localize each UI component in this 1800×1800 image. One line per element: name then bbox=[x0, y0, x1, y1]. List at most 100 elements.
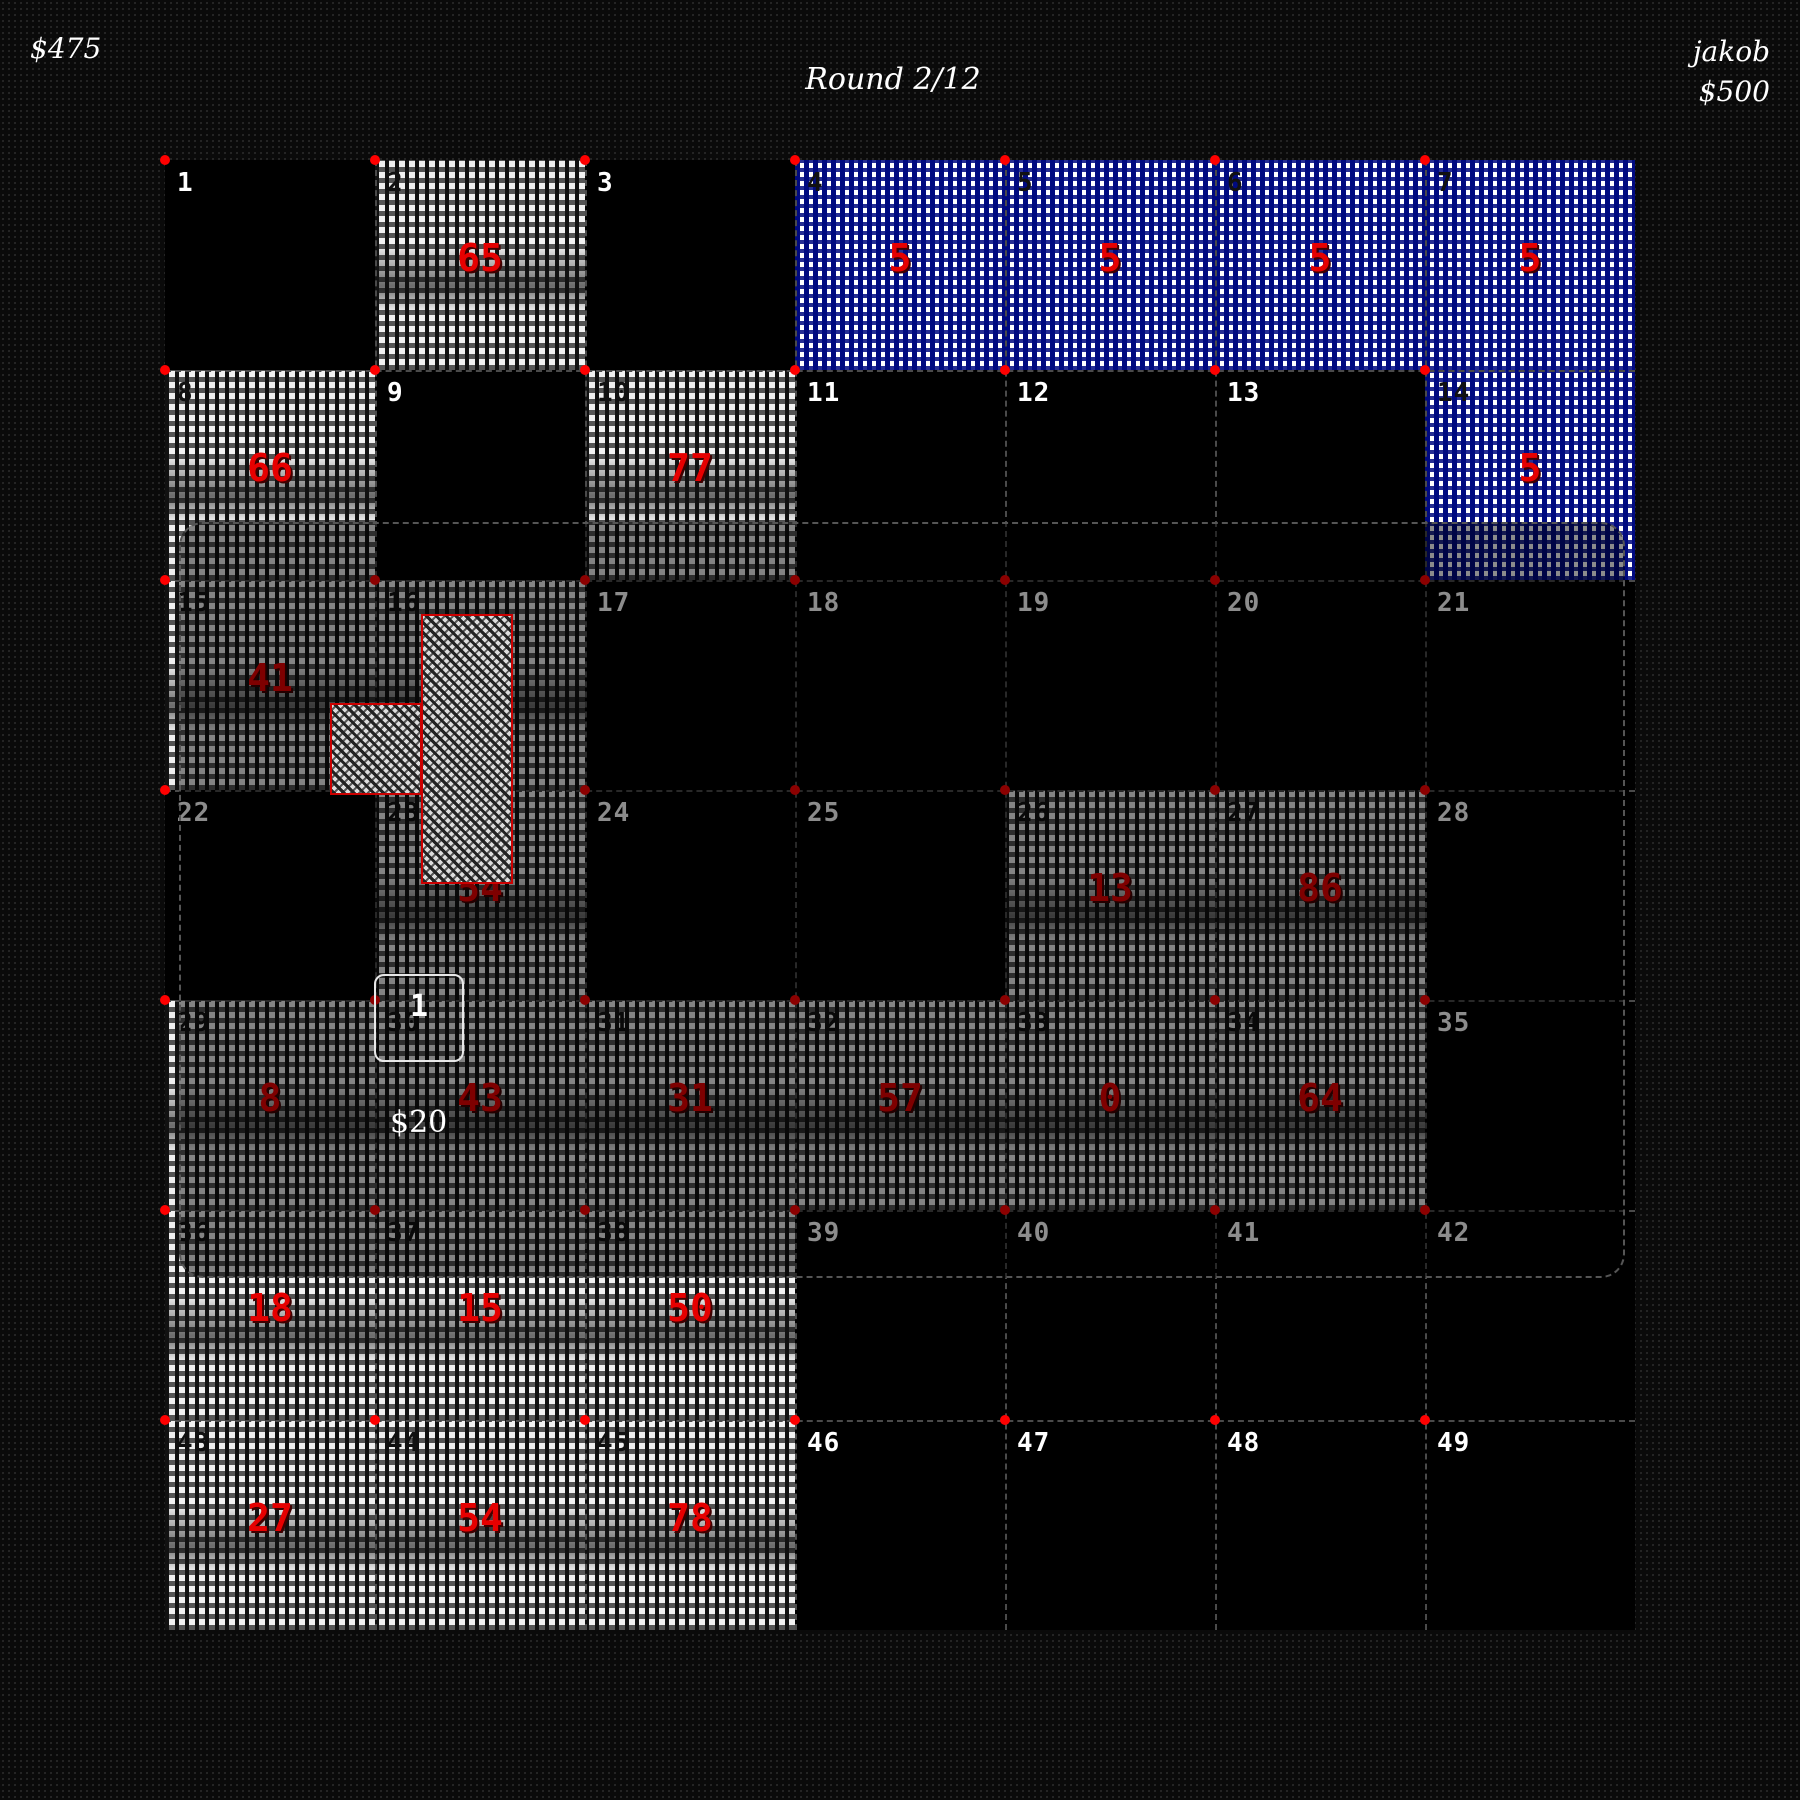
board-cell-42[interactable]: 42 bbox=[1425, 1210, 1635, 1420]
cell-number: 49 bbox=[1437, 1428, 1470, 1458]
board-cell-14[interactable]: 14 5 bbox=[1425, 370, 1635, 580]
cell-number: 13 bbox=[1227, 378, 1260, 408]
cell-number: 1 bbox=[177, 168, 194, 198]
board-cell-26[interactable]: 26 13 bbox=[1005, 790, 1215, 1000]
board-cell-12[interactable]: 12 bbox=[1005, 370, 1215, 580]
cell-number: 9 bbox=[387, 378, 404, 408]
cell-number: 23 bbox=[387, 798, 420, 828]
board-cell-3[interactable]: 3 bbox=[585, 160, 795, 370]
cell-number: 20 bbox=[1227, 588, 1260, 618]
cell-number: 12 bbox=[1017, 378, 1050, 408]
board-cell-22[interactable]: 22 bbox=[165, 790, 375, 1000]
corner-marker bbox=[160, 155, 170, 165]
cell-number: 6 bbox=[1227, 168, 1244, 198]
board-cell-17[interactable]: 17 bbox=[585, 580, 795, 790]
board-cell-28[interactable]: 28 bbox=[1425, 790, 1635, 1000]
corner-marker bbox=[160, 575, 170, 585]
game-piece[interactable] bbox=[330, 703, 422, 795]
board-cell-40[interactable]: 40 bbox=[1005, 1210, 1215, 1420]
board-cell-32[interactable]: 32 57 bbox=[795, 1000, 1005, 1210]
board-cell-19[interactable]: 19 bbox=[1005, 580, 1215, 790]
cell-number: 3 bbox=[597, 168, 614, 198]
board-cell-36[interactable]: 36 18 bbox=[165, 1210, 375, 1420]
board-cell-43[interactable]: 43 27 bbox=[165, 1420, 375, 1630]
corner-marker bbox=[1210, 1205, 1220, 1215]
corner-marker bbox=[580, 785, 590, 795]
cell-number: 48 bbox=[1227, 1428, 1260, 1458]
board-cell-31[interactable]: 31 31 bbox=[585, 1000, 795, 1210]
player-token[interactable]: 1 bbox=[374, 974, 464, 1062]
board-cell-8[interactable]: 8 66 bbox=[165, 370, 375, 580]
board-cell-47[interactable]: 47 bbox=[1005, 1420, 1215, 1630]
corner-marker bbox=[1420, 365, 1430, 375]
board-cell-33[interactable]: 33 0 bbox=[1005, 1000, 1215, 1210]
corner-marker bbox=[370, 155, 380, 165]
board-cell-44[interactable]: 44 54 bbox=[375, 1420, 585, 1630]
corner-marker bbox=[580, 365, 590, 375]
board-cell-37[interactable]: 37 15 bbox=[375, 1210, 585, 1420]
board-cell-18[interactable]: 18 bbox=[795, 580, 1005, 790]
opponent-money: $500 bbox=[1693, 72, 1770, 112]
corner-marker bbox=[790, 1415, 800, 1425]
board-cell-2[interactable]: 2 65 bbox=[375, 160, 585, 370]
cell-value: 8 bbox=[165, 1076, 375, 1120]
cell-number: 37 bbox=[387, 1218, 420, 1248]
grid-line bbox=[795, 160, 797, 1630]
player-money: $475 bbox=[30, 32, 101, 65]
corner-marker bbox=[1000, 995, 1010, 1005]
corner-marker bbox=[580, 155, 590, 165]
board-cell-39[interactable]: 39 bbox=[795, 1210, 1005, 1420]
cell-number: 31 bbox=[597, 1008, 630, 1038]
board-cell-29[interactable]: 29 8 bbox=[165, 1000, 375, 1210]
cell-number: 28 bbox=[1437, 798, 1470, 828]
board-cell-25[interactable]: 25 bbox=[795, 790, 1005, 1000]
board-cell-48[interactable]: 48 bbox=[1215, 1420, 1425, 1630]
board-cell-49[interactable]: 49 bbox=[1425, 1420, 1635, 1630]
corner-marker bbox=[160, 1205, 170, 1215]
board-cell-38[interactable]: 38 50 bbox=[585, 1210, 795, 1420]
cell-number: 32 bbox=[807, 1008, 840, 1038]
corner-marker bbox=[160, 785, 170, 795]
board-cell-27[interactable]: 27 86 bbox=[1215, 790, 1425, 1000]
board-cell-41[interactable]: 41 bbox=[1215, 1210, 1425, 1420]
board-cell-45[interactable]: 45 78 bbox=[585, 1420, 795, 1630]
opponent-name: jakob bbox=[1693, 32, 1770, 72]
cell-value: 41 bbox=[165, 656, 375, 700]
corner-marker bbox=[1000, 365, 1010, 375]
board-cell-34[interactable]: 34 64 bbox=[1215, 1000, 1425, 1210]
corner-marker bbox=[790, 785, 800, 795]
cell-number: 25 bbox=[807, 798, 840, 828]
board-cell-24[interactable]: 24 bbox=[585, 790, 795, 1000]
board-cell-10[interactable]: 10 77 bbox=[585, 370, 795, 580]
corner-marker bbox=[370, 1205, 380, 1215]
game-piece[interactable] bbox=[421, 614, 513, 884]
corner-marker bbox=[1210, 1415, 1220, 1425]
board-cell-21[interactable]: 21 bbox=[1425, 580, 1635, 790]
corner-marker bbox=[1000, 1415, 1010, 1425]
cell-number: 21 bbox=[1437, 588, 1470, 618]
board-cell-20[interactable]: 20 bbox=[1215, 580, 1425, 790]
cell-number: 39 bbox=[807, 1218, 840, 1248]
corner-marker bbox=[370, 1415, 380, 1425]
board-cell-1[interactable]: 1 bbox=[165, 160, 375, 370]
corner-marker bbox=[1210, 365, 1220, 375]
board-cell-35[interactable]: 35 bbox=[1425, 1000, 1635, 1210]
corner-marker bbox=[1000, 155, 1010, 165]
board-cell-9[interactable]: 9 bbox=[375, 370, 585, 580]
corner-marker bbox=[1420, 995, 1430, 1005]
cell-number: 18 bbox=[807, 588, 840, 618]
cell-number: 36 bbox=[177, 1218, 210, 1248]
board-cell-13[interactable]: 13 bbox=[1215, 370, 1425, 580]
cell-number: 24 bbox=[597, 798, 630, 828]
cell-number: 4 bbox=[807, 168, 824, 198]
cell-value: 57 bbox=[795, 1076, 1005, 1120]
cell-value: 27 bbox=[165, 1496, 375, 1540]
cell-number: 22 bbox=[177, 798, 210, 828]
board-cell-46[interactable]: 46 bbox=[795, 1420, 1005, 1630]
board-cell-11[interactable]: 11 bbox=[795, 370, 1005, 580]
corner-marker bbox=[1210, 785, 1220, 795]
